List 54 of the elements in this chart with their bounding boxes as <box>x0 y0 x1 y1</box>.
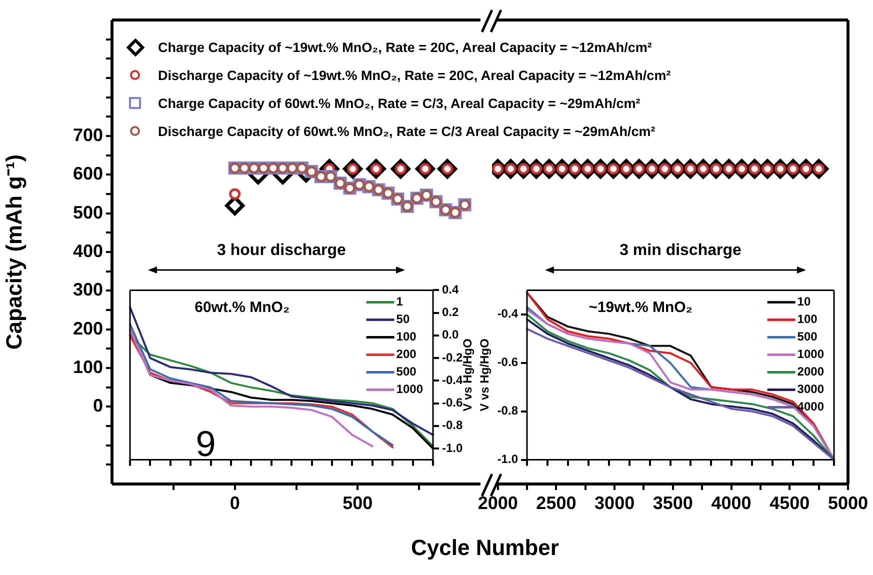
x-tick-label: 4500 <box>770 492 810 513</box>
legend-label: 3000 <box>797 382 824 396</box>
y-tick-label: 0 <box>92 396 103 416</box>
y-tick-label: 200 <box>72 318 103 338</box>
y-axis-title: V vs Hg/HgO <box>478 338 492 412</box>
legend-label: 4000 <box>797 400 824 414</box>
y-tick-label: 400 <box>72 240 103 261</box>
x-tick-label: 2000 <box>478 492 518 513</box>
legend-label: 200 <box>396 347 417 362</box>
y-tick-label: -0.8 <box>442 418 464 432</box>
y-tick-label: 0.2 <box>442 305 460 320</box>
x-tick-label: 500 <box>342 492 373 513</box>
legend-label: Charge Capacity of 60wt.% MnO₂, Rate = C/3, Areal Capacity = ~29mAh/cm² <box>158 96 640 110</box>
y-tick-label: 500 <box>72 202 103 222</box>
y-tick-label: -0.6 <box>497 355 518 370</box>
y-axis-title: Capacity (mAh g⁻¹) <box>1 154 26 350</box>
y-tick-label: -0.2 <box>442 350 464 364</box>
legend-label: Discharge Capacity of ~19wt.% MnO₂, Rate = 20C, Areal Capacity = ~12mAh/cm² <box>158 68 671 82</box>
y-tick-label: 0.4 <box>442 282 460 297</box>
legend-label: 500 <box>396 364 417 379</box>
x-tick-label: 4000 <box>711 492 752 513</box>
y-tick-label: 600 <box>72 164 103 184</box>
x-tick-label: 5000 <box>828 492 868 513</box>
x-tick-label: 3500 <box>652 492 693 513</box>
y-tick-label: -0.4 <box>497 306 518 321</box>
y-tick-label: 100 <box>72 356 103 377</box>
y-tick-label: 700 <box>72 124 103 145</box>
legend-label: 1000 <box>797 347 824 362</box>
x-tick-label: 2500 <box>536 492 576 513</box>
y-tick-label: -1.0 <box>442 440 464 455</box>
legend-label: 1000 <box>396 382 424 396</box>
legend-label: 2000 <box>797 364 824 379</box>
x-tick-label: 0 <box>230 492 240 513</box>
y-tick-label: 0.0 <box>442 328 460 342</box>
x-axis-title: Cycle Number <box>410 535 560 561</box>
legend-label: 500 <box>797 330 818 344</box>
legend-label: 1 <box>396 294 404 309</box>
text: 60wt.% MnO₂ <box>194 298 290 316</box>
x-tick-label: 3000 <box>594 492 635 513</box>
legend-label: Charge Capacity of ~19wt.% MnO₂, Rate = 20C, Areal Capacity = ~12mAh/cm² <box>158 40 652 54</box>
y-tick-label: -0.4 <box>442 372 464 387</box>
text: ~19wt.% MnO₂ <box>588 298 692 316</box>
legend-label: 100 <box>396 330 417 344</box>
y-tick-label: -0.6 <box>442 396 464 410</box>
legend-label: Discharge Capacity of 60wt.% MnO₂, Rate = C/3 Areal Capacity = ~29mAh/cm² <box>158 124 656 138</box>
y-tick-label: 300 <box>72 280 103 300</box>
legend-label: 50 <box>396 312 410 326</box>
legend-label: 10 <box>797 294 811 309</box>
annotation: 9 <box>196 422 216 464</box>
legend-label: 100 <box>797 312 818 326</box>
annotation: 3 hour discharge <box>216 242 347 260</box>
y-tick-label: -0.8 <box>497 404 518 418</box>
y-tick-label: -1.0 <box>497 452 518 466</box>
annotation: 3 min discharge <box>618 242 742 260</box>
